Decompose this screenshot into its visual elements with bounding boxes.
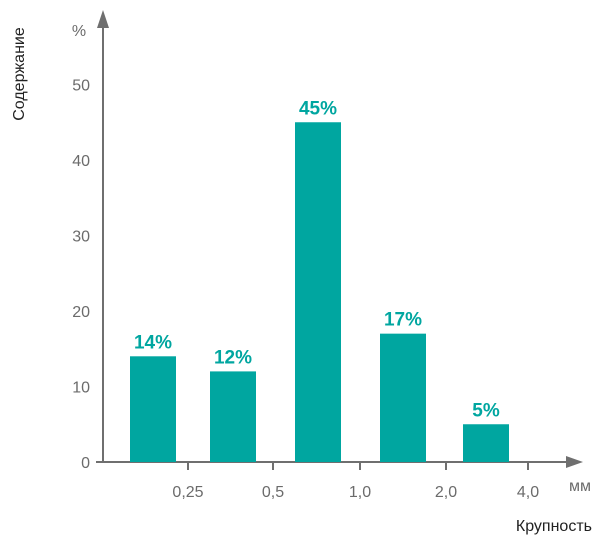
y-tick-labels: 0 10 20 30 40 50 [72, 78, 90, 473]
y-unit-label: % [72, 23, 86, 40]
x-tick-labels: 0,25 0,5 1,0 2,0 4,0 [172, 462, 539, 501]
y-tick-label: 20 [72, 304, 90, 321]
y-tick-label: 50 [72, 78, 90, 95]
bar-value-label: 12% [214, 347, 252, 368]
bar [130, 356, 176, 462]
x-tick-label: 0,25 [172, 484, 203, 501]
y-tick-label: 0 [81, 455, 90, 472]
x-tick-label: 1,0 [349, 484, 371, 501]
bar [463, 424, 509, 462]
x-axis-title: Крупность [516, 518, 592, 535]
bar-value-label: 17% [384, 310, 422, 331]
bar [380, 333, 426, 462]
y-axis-title: Содержание [11, 27, 28, 121]
bar [295, 122, 341, 462]
bar-value-label: 45% [299, 98, 337, 119]
y-axis-arrow [97, 10, 109, 28]
x-tick-label: 2,0 [435, 484, 457, 501]
y-tick-label: 30 [72, 229, 90, 246]
bar-value-label: 5% [472, 400, 500, 421]
bar [210, 371, 256, 462]
bar-value-label: 14% [134, 332, 172, 353]
y-tick-label: 10 [72, 380, 90, 397]
x-unit-label: мм [569, 478, 591, 495]
x-axis-arrow [566, 456, 583, 468]
x-tick-label: 0,5 [262, 484, 284, 501]
y-tick-label: 40 [72, 153, 90, 170]
bar-value-labels: 14% 12% 45% 17% 5% [134, 98, 500, 421]
bars [130, 122, 509, 462]
x-tick-label: 4,0 [517, 484, 539, 501]
